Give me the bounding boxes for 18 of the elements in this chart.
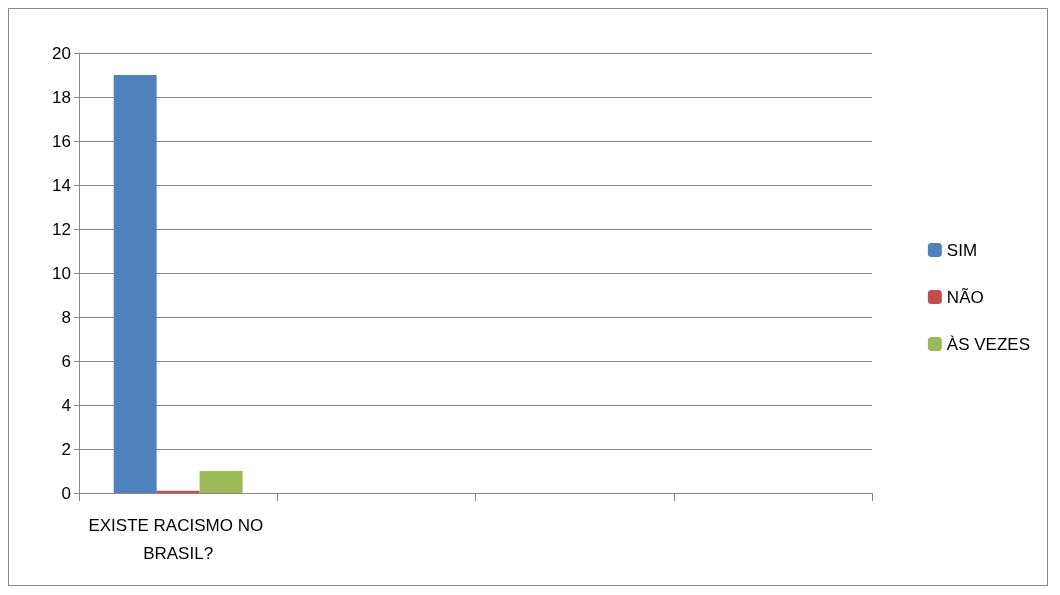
legend-label: ÀS VEZES: [946, 334, 1030, 354]
legend-label: SIM: [946, 240, 978, 260]
x-tick-label: EXISTE RACISMO NO BRASIL?: [88, 515, 268, 563]
y-tick-label: 16: [52, 131, 71, 151]
bar: [113, 75, 157, 493]
bar: [156, 490, 200, 493]
y-tick-label: 2: [61, 439, 71, 459]
legend-label: NÃO: [946, 287, 984, 307]
y-tick-label: 0: [61, 483, 71, 503]
bar: [199, 471, 243, 493]
y-tick-label: 6: [61, 351, 71, 371]
y-tick-label: 14: [52, 175, 71, 195]
y-tick-label: 8: [61, 307, 71, 327]
y-tick-label: 18: [52, 87, 71, 107]
y-tick-label: 10: [52, 263, 71, 283]
y-tick-label: 20: [52, 43, 71, 63]
y-tick-label: 12: [52, 219, 71, 239]
y-tick-label: 4: [61, 395, 71, 415]
